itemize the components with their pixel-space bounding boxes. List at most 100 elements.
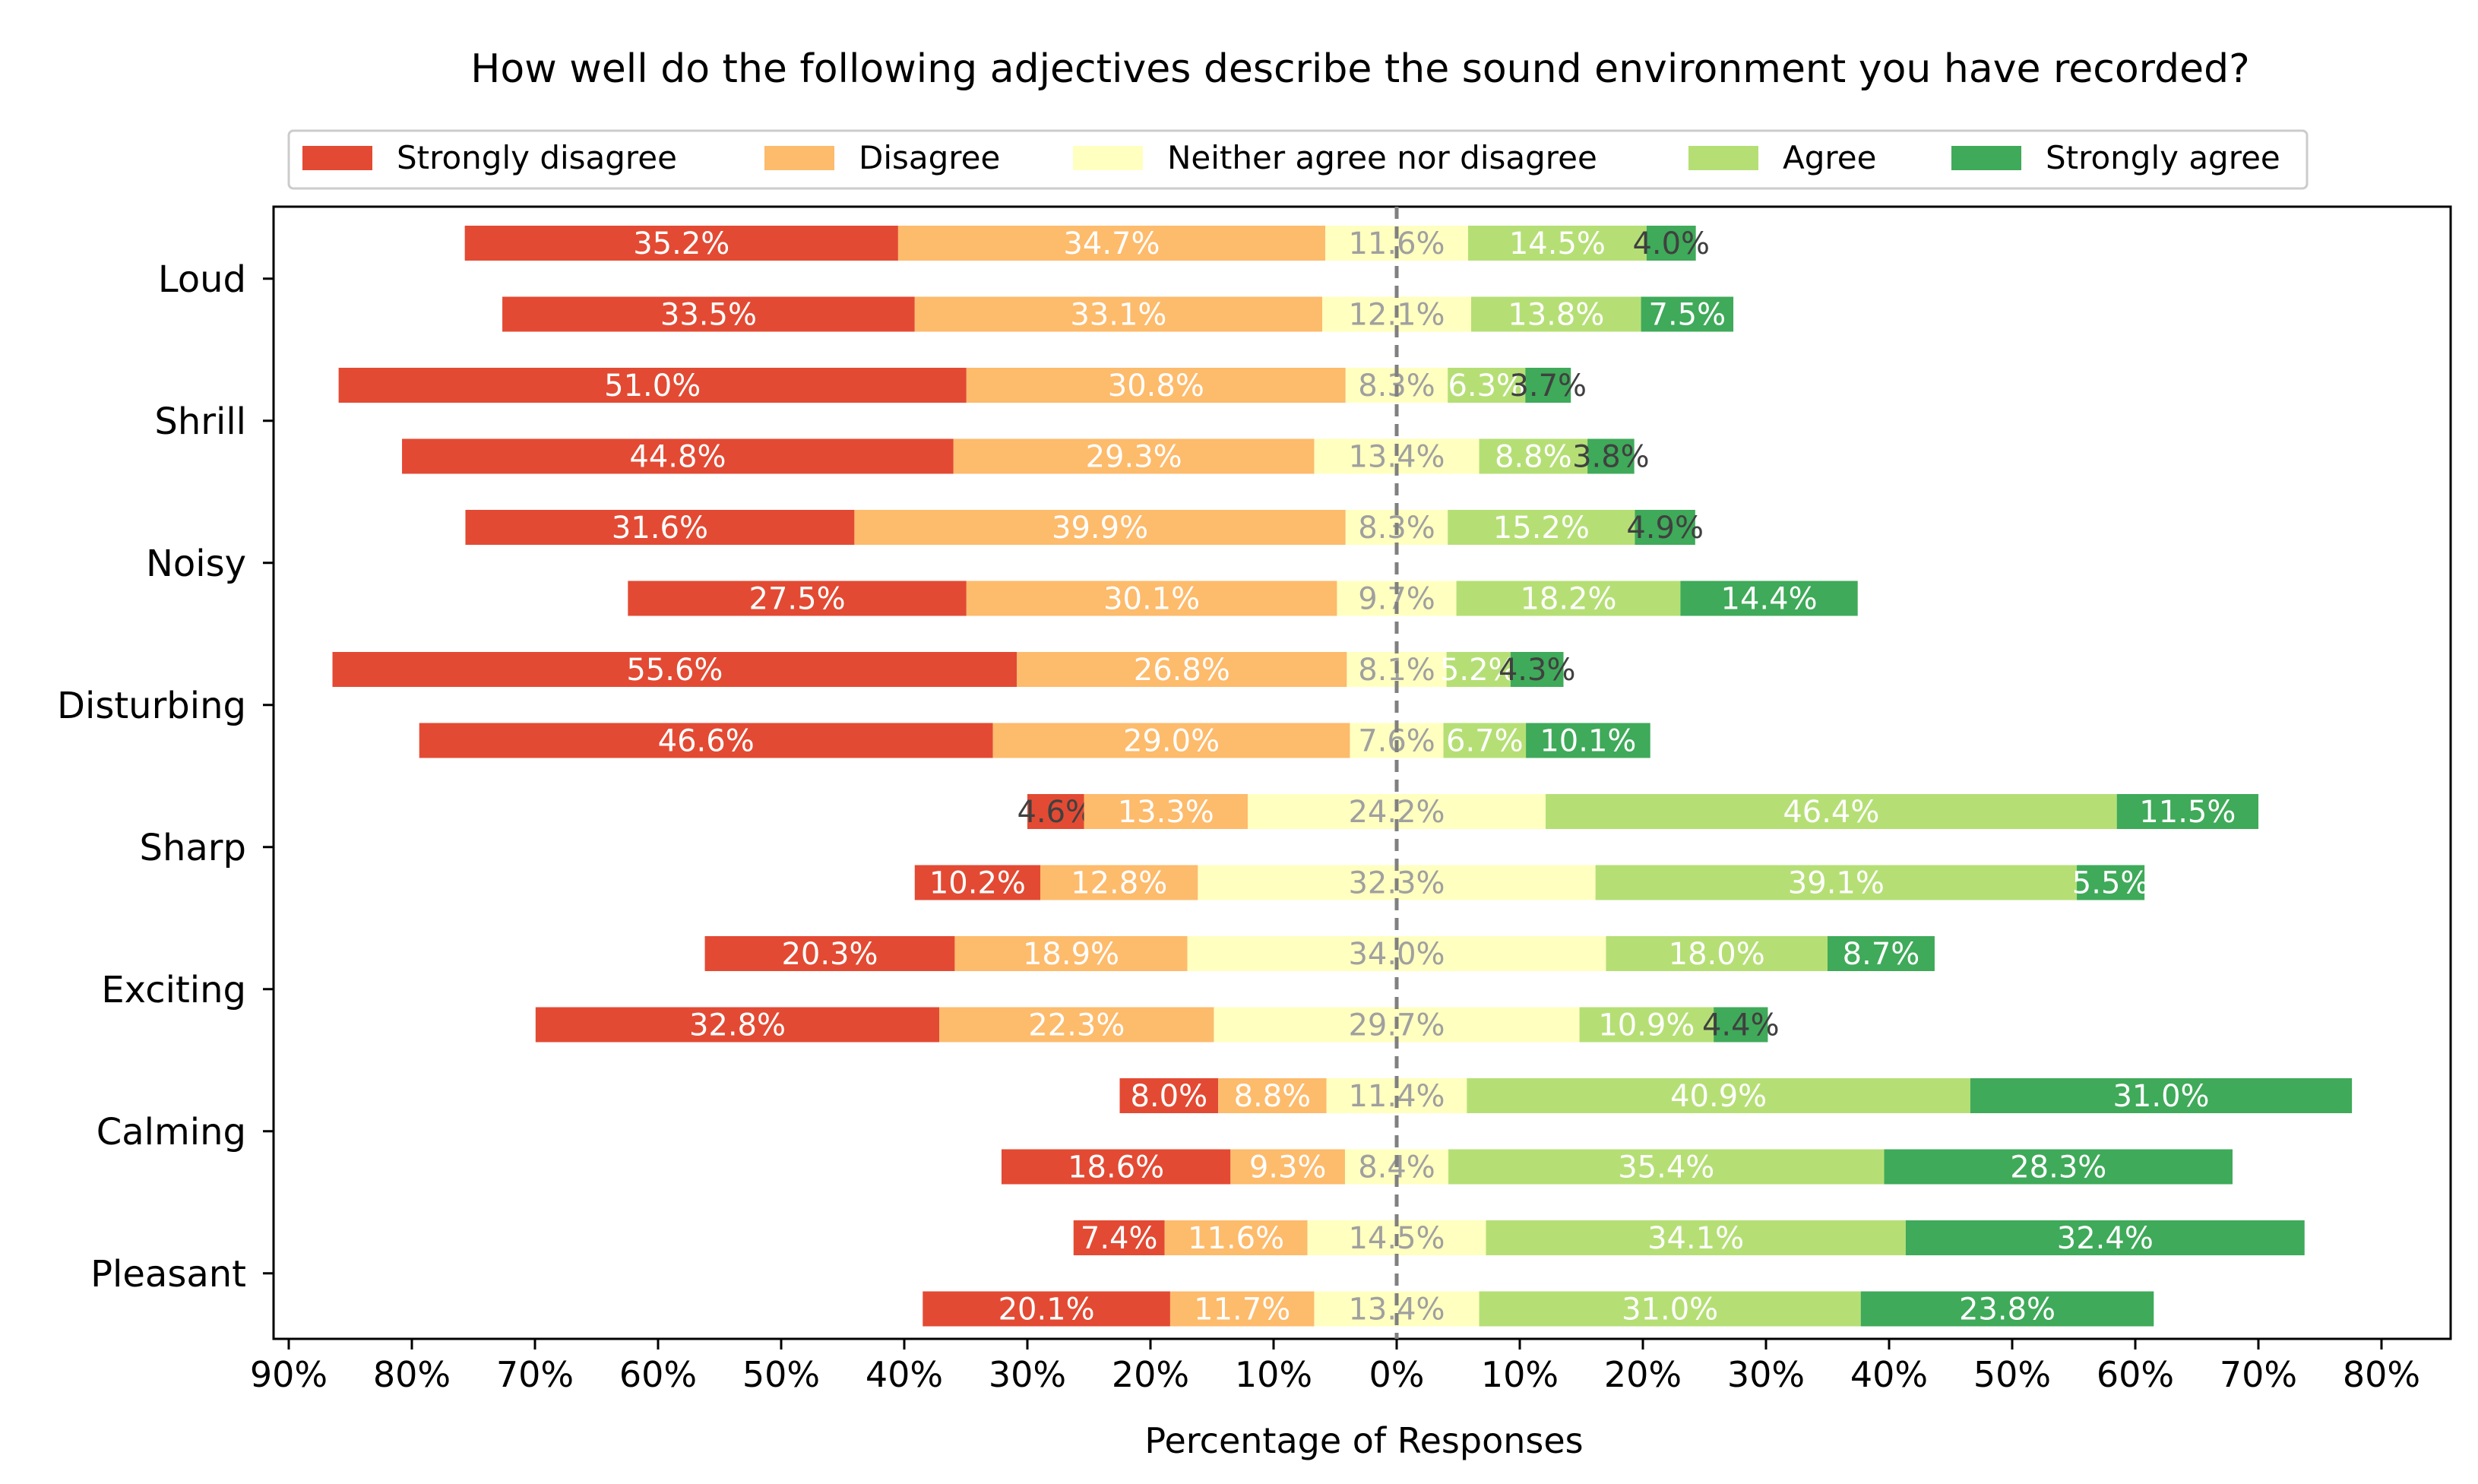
legend-label: Strongly agree [2046, 139, 2280, 176]
bar-segment-strongly-disagree [419, 723, 993, 758]
bar-segment-strongly-disagree [338, 368, 967, 403]
bar-segment-strongly-disagree [704, 936, 955, 971]
bar-segment-agree [1595, 865, 2078, 900]
bar-value-label: 22.3% [1028, 1008, 1125, 1043]
bar-value-label: 46.4% [1783, 795, 1879, 830]
bar-value-label: 29.3% [1086, 440, 1182, 475]
bar-segment-strongly-agree [1510, 652, 1564, 687]
x-tick-label: 20% [1112, 1354, 1189, 1395]
bar-segment-agree [1479, 438, 1588, 474]
legend-swatch [1073, 146, 1143, 170]
bar-segment-strongly-disagree [628, 581, 967, 616]
bar-value-label: 9.3% [1249, 1150, 1327, 1185]
bar-segment-strongly-disagree [923, 1291, 1170, 1327]
bar-segment-strongly-agree [1526, 723, 1650, 758]
x-tick-label: 10% [1235, 1354, 1312, 1395]
bar-value-label: 20.3% [781, 937, 878, 972]
bar-segment-disagree [966, 581, 1337, 616]
bar-segment-disagree [953, 438, 1315, 474]
bar-row-disturbing-1: 55.6% 26.8% 8.1% 5.2%4.3% [332, 652, 1576, 688]
bar-segment-agree [1446, 652, 1511, 687]
bar-value-label: 4.3% [1499, 653, 1576, 688]
y-tick-label: Disturbing [57, 685, 246, 727]
legend-label: Neither agree nor disagree [1167, 139, 1597, 176]
legend-label: Strongly disagree [397, 139, 677, 176]
bar-segment-disagree [1040, 865, 1198, 900]
bar-segment-disagree [1017, 652, 1347, 687]
bar-value-label: 31.0% [1622, 1293, 1718, 1327]
x-tick-label: 20% [1604, 1354, 1682, 1395]
bar-segment-strongly-agree [1587, 438, 1635, 474]
bar-value-label: 14.5% [1509, 226, 1606, 261]
bar-value-label: 5.5% [2072, 866, 2150, 901]
x-tick-label: 70% [496, 1354, 574, 1395]
bar-row-shrill-1: 51.0% 30.8% 8.3% 6.3%3.7% [338, 368, 1587, 403]
bar-value-label: 33.5% [660, 298, 757, 333]
bar-segment-disagree [1218, 1078, 1327, 1113]
bar-row-noisy-2: 27.5% 30.1% 9.7% 18.2% 14.4% [628, 581, 1858, 617]
legend-swatch [1951, 146, 2021, 170]
bar-segment-disagree [1230, 1149, 1345, 1185]
bar-segment-agree [1448, 510, 1635, 545]
y-tick-label: Shrill [154, 400, 246, 443]
bar-segment-agree [1467, 1078, 1970, 1113]
bar-value-label: 7.4% [1081, 1221, 1158, 1256]
bar-value-label: 3.7% [1509, 369, 1587, 403]
bar-value-label: 10.9% [1598, 1008, 1695, 1043]
bar-segment-agree [1486, 1220, 1906, 1255]
bar-segment-strongly-agree [1525, 368, 1571, 403]
bar-segment-strongly-agree [1884, 1149, 2233, 1185]
bar-value-label: 13.3% [1118, 795, 1214, 830]
bar-value-label: 29.0% [1123, 724, 1220, 759]
bar-segment-strongly-agree [2077, 865, 2145, 900]
bar-segment-strongly-agree [1828, 936, 1935, 971]
bar-value-label: 30.8% [1108, 369, 1204, 403]
bar-row-sharp-2: 10.2% 12.8% 32.3% 39.1% 5.5% [914, 865, 2150, 901]
legend-swatch [764, 146, 834, 170]
bar-segment-agree [1471, 296, 1641, 332]
bar-row-exciting-1: 20.3% 18.9% 34.0% 18.0% 8.7% [704, 936, 1935, 972]
bar-value-label: 10.1% [1540, 724, 1636, 759]
legend-entry-strongly-agree: Strongly agree [1951, 139, 2280, 176]
bar-row-calming-1: 8.0% 8.8% 11.4% 40.9% 31.0% [1119, 1078, 2353, 1114]
bar-value-label: 46.6% [658, 724, 755, 759]
bar-value-label: 12.8% [1071, 866, 1167, 901]
bar-value-label: 39.9% [1052, 511, 1148, 546]
plot-area: 35.2% 34.7% 11.6% 14.5% 4.0%33.5% 33.1% 12.1% 1… [57, 205, 2452, 1395]
x-tick-label: 60% [2097, 1354, 2174, 1395]
bar-segment-strongly-disagree [1073, 1220, 1165, 1255]
bar-segment-strongly-agree [2116, 794, 2258, 829]
y-tick-label: Loud [158, 258, 246, 301]
x-tick-label: 90% [250, 1354, 328, 1395]
legend: Strongly disagree Disagree Neither agree n… [287, 129, 2309, 190]
bar-segment-agree [1479, 1291, 1861, 1327]
y-tick-label: Pleasant [90, 1253, 246, 1296]
bar-value-label: 35.4% [1618, 1150, 1714, 1185]
bar-segment-disagree [897, 226, 1326, 261]
x-tick-label: 50% [1973, 1354, 2051, 1395]
bar-segment-agree [1448, 1149, 1885, 1185]
bar-value-label: 4.0% [1632, 226, 1710, 261]
bar-value-label: 8.8% [1234, 1079, 1312, 1114]
bar-segment-disagree [914, 296, 1322, 332]
bar-value-label: 28.3% [2010, 1150, 2106, 1185]
bar-value-label: 32.8% [689, 1008, 786, 1043]
x-tick-label: 0% [1369, 1354, 1425, 1395]
bar-value-label: 18.6% [1068, 1150, 1164, 1185]
bar-value-label: 23.8% [1959, 1293, 2056, 1327]
bar-value-label: 40.9% [1670, 1079, 1767, 1114]
bar-row-pleasant-1: 7.4% 11.6% 14.5% 34.1% 32.4% [1073, 1220, 2305, 1256]
x-tick-label: 50% [742, 1354, 820, 1395]
bar-segment-disagree [992, 723, 1350, 758]
bar-segment-agree [1448, 368, 1526, 403]
bar-segment-disagree [1164, 1220, 1308, 1255]
bar-row-exciting-2: 32.8% 22.3% 29.7% 10.9% 4.4% [535, 1007, 1780, 1043]
bar-row-noisy-1: 31.6% 39.9% 8.3% 15.2% 4.9% [465, 510, 1704, 546]
x-tick-label: 60% [619, 1354, 697, 1395]
bar-segment-strongly-disagree [1001, 1149, 1231, 1185]
bar-segment-strongly-disagree [914, 865, 1041, 900]
bar-segment-agree [1606, 936, 1828, 971]
bar-row-loud-1: 35.2% 34.7% 11.6% 14.5% 4.0% [464, 226, 1710, 261]
bar-value-label: 6.3% [1448, 369, 1525, 403]
